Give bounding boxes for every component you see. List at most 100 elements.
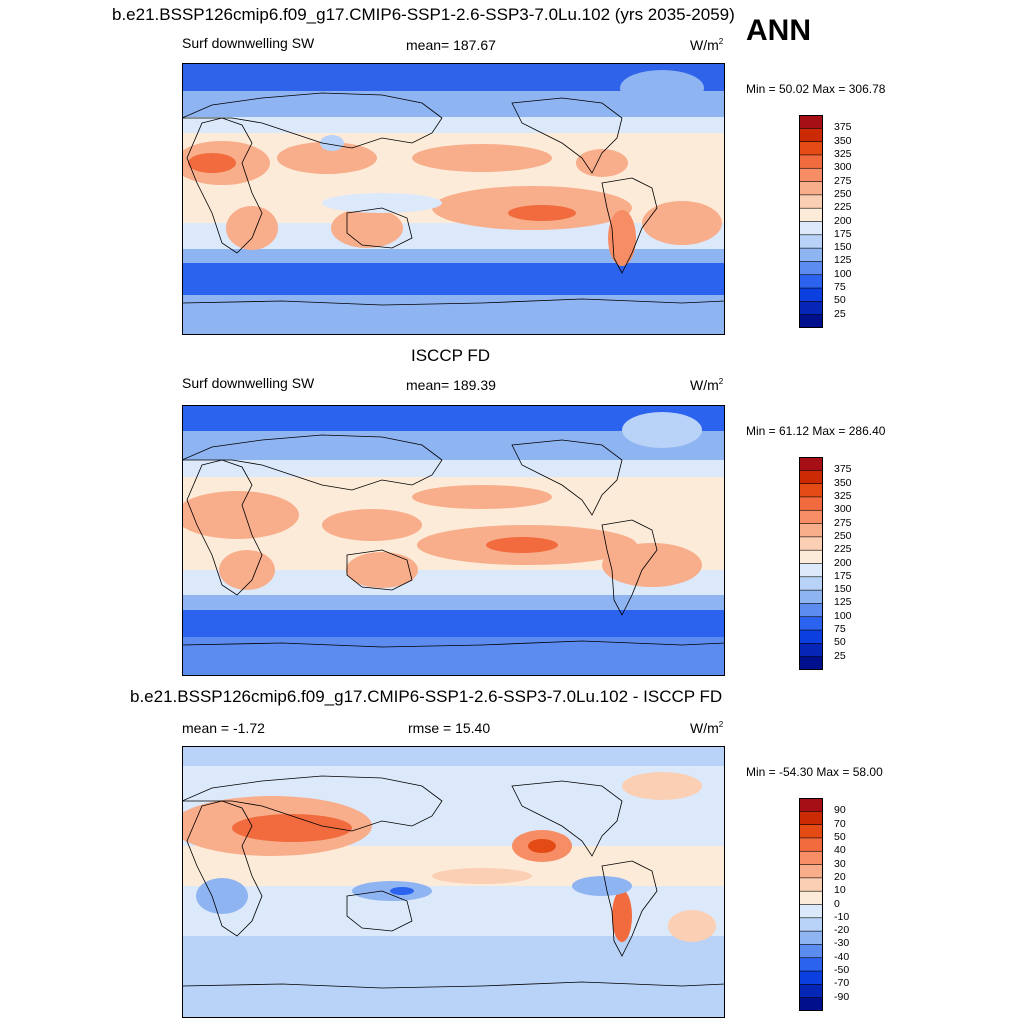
colorbar-swatch — [799, 287, 823, 303]
colorbar-swatch — [799, 167, 823, 183]
colorbar-swatch — [799, 115, 823, 130]
panel-diff-colorbar — [799, 798, 823, 1011]
colorbar-swatch — [799, 877, 823, 892]
high-south-atlantic — [642, 201, 722, 245]
colorbar-label: 300 — [834, 161, 852, 174]
colorbar-label: 300 — [834, 503, 852, 516]
colorbar-label: 90 — [834, 804, 846, 817]
colorbar-label: 175 — [834, 569, 852, 582]
high-arabia — [277, 142, 377, 174]
colorbar-swatch — [799, 944, 823, 959]
colorbar-label: 275 — [834, 174, 852, 187]
colorbar-label: 20 — [834, 870, 846, 883]
high-australia — [331, 208, 403, 248]
colorbar-label: 10 — [834, 884, 846, 897]
colorbar-swatch — [799, 234, 823, 249]
case-title: b.e21.BSSP126cmip6.f09_g17.CMIP6-SSP1-2.… — [112, 5, 735, 24]
colorbar-label: 275 — [834, 516, 852, 529]
colorbar-swatch — [799, 890, 823, 906]
low-maritime-continent — [322, 193, 442, 213]
coast-eurasia — [182, 92, 443, 149]
panel-obs-variable-label: Surf downwelling SW — [182, 375, 315, 391]
colorbar-swatch — [799, 603, 823, 618]
panel-diff-title: b.e21.BSSP126cmip6.f09_g17.CMIP6-SSP1-2.… — [130, 687, 723, 706]
colorbar-label: 375 — [834, 121, 852, 134]
colorbar-label: 175 — [834, 227, 852, 240]
colorbar-label: 50 — [834, 830, 846, 843]
colorbar-label: 125 — [834, 596, 852, 609]
greenland — [620, 70, 704, 106]
colorbar-label: 350 — [834, 476, 852, 489]
colorbar-label: 375 — [834, 463, 852, 476]
colorbar-swatch — [799, 523, 823, 538]
season-label: ANN — [746, 14, 811, 47]
panel-diff-minmax: Min = -54.30 Max = 58.00 — [746, 765, 883, 779]
colorbar-swatch — [799, 194, 823, 209]
colorbar-swatch — [799, 314, 823, 328]
high-north-pacific — [412, 144, 552, 172]
colorbar-label: 325 — [834, 147, 852, 160]
colorbar-label: -50 — [834, 964, 850, 977]
coast-south-america — [601, 177, 658, 274]
panel-obs-unit: W/m2 — [690, 377, 724, 393]
colorbar-label: 150 — [834, 241, 852, 254]
panel-model-mean-label: mean= 187.67 — [406, 37, 496, 53]
colorbar-label: 325 — [834, 489, 852, 502]
coast-antarctica — [182, 298, 725, 306]
colorbar-label: -30 — [834, 937, 850, 950]
colorbar-swatch — [799, 930, 823, 946]
panel-diff-map — [182, 746, 725, 1018]
colorbar-label: 250 — [834, 529, 852, 542]
colorbar-swatch — [799, 261, 823, 276]
colorbar-swatch — [799, 656, 823, 670]
peak-sahara — [188, 153, 236, 173]
diff-peak-eurasia — [232, 814, 352, 842]
colorbar-swatch — [799, 850, 823, 866]
colorbar-swatch — [799, 470, 823, 485]
panel-obs-title: ISCCP FD — [411, 346, 491, 365]
colorbar-label: -90 — [834, 990, 850, 1003]
colorbar-label: -40 — [834, 950, 850, 963]
colorbar-label: 100 — [834, 609, 852, 622]
panel-diff-rmse-label: rmse = 15.40 — [408, 720, 491, 736]
coast-africa — [186, 117, 263, 254]
high-mexico — [576, 149, 628, 177]
colorbar-swatch — [799, 549, 823, 565]
colorbar-swatch — [799, 984, 823, 999]
colorbar-swatch — [799, 629, 823, 645]
colorbar-swatch — [799, 509, 823, 525]
panel-model-unit: W/m2 — [690, 37, 724, 53]
diff-negative-africa — [196, 878, 248, 914]
panel-model-minmax: Min = 50.02 Max = 306.78 — [746, 82, 886, 96]
colorbar-swatch — [799, 181, 823, 196]
colorbar-swatch — [799, 154, 823, 170]
colorbar-swatch — [799, 247, 823, 263]
colorbar-label: 50 — [834, 294, 846, 307]
colorbar-label: 350 — [834, 134, 852, 147]
colorbar-label: 200 — [834, 556, 852, 569]
colorbar-swatch — [799, 221, 823, 236]
colorbar-swatch — [799, 997, 823, 1011]
colorbar-swatch — [799, 563, 823, 578]
panel-model-colorbar — [799, 115, 823, 328]
colorbar-swatch — [799, 589, 823, 605]
colorbar-swatch — [799, 643, 823, 658]
panel-model-variable-label: Surf downwelling SW — [182, 35, 315, 51]
colorbar-label: 25 — [834, 649, 846, 662]
colorbar-label: 225 — [834, 201, 852, 214]
colorbar-label: -70 — [834, 977, 850, 990]
colorbar-label: 150 — [834, 583, 852, 596]
coast-australia — [346, 207, 413, 249]
colorbar-swatch — [799, 970, 823, 986]
colorbar-swatch — [799, 536, 823, 551]
band-antarctica — [182, 295, 725, 335]
colorbar-swatch — [799, 576, 823, 591]
colorbar-label: 75 — [834, 623, 846, 636]
colorbar-swatch — [799, 864, 823, 879]
high-andes — [608, 210, 636, 266]
colorbar-label: 40 — [834, 844, 846, 857]
colorbar-label: 200 — [834, 214, 852, 227]
colorbar-label: 250 — [834, 187, 852, 200]
diff-positive-andes — [612, 890, 632, 942]
colorbar-swatch — [799, 798, 823, 813]
